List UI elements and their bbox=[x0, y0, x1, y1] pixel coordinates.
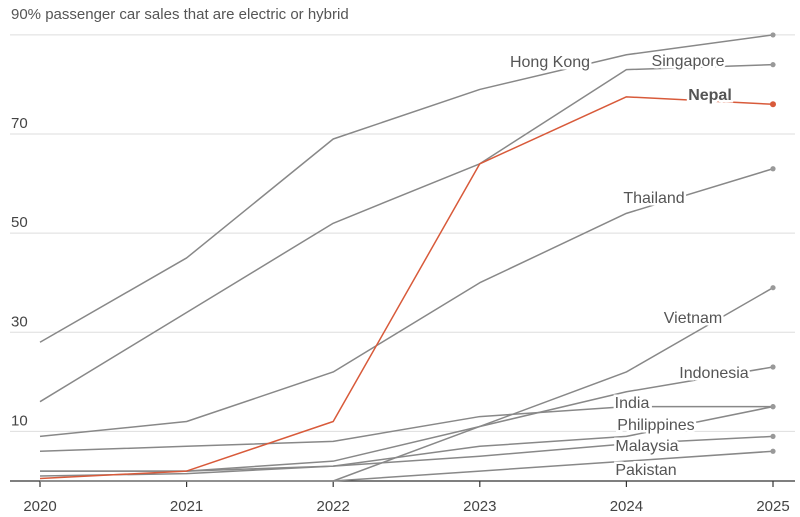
y-tick-label-30: 30 bbox=[11, 313, 28, 330]
series-line-india bbox=[39, 405, 773, 453]
series-line-singapore bbox=[39, 63, 774, 403]
end-point-malaysia bbox=[770, 433, 776, 439]
x-tick-label-2024: 2024 bbox=[610, 498, 643, 515]
y-tick-label-10: 10 bbox=[11, 412, 28, 429]
series-label-india: India bbox=[615, 395, 650, 412]
chart-title: 90% passenger car sales that are electri… bbox=[11, 6, 349, 23]
end-point-philippines bbox=[770, 404, 776, 410]
x-tick-label-2023: 2023 bbox=[463, 498, 496, 515]
series-label-indonesia: Indonesia bbox=[679, 365, 748, 382]
series-label-nepal: Nepal bbox=[688, 87, 732, 104]
x-tick-label-2020: 2020 bbox=[23, 498, 56, 515]
series-lines bbox=[39, 34, 774, 482]
series-line-philippines bbox=[39, 405, 774, 477]
gridlines bbox=[10, 34, 795, 432]
series-label-malaysia: Malaysia bbox=[615, 438, 678, 455]
end-point-hong-kong bbox=[770, 32, 776, 38]
series-line-malaysia bbox=[40, 435, 774, 472]
x-tick-label-2022: 2022 bbox=[317, 498, 350, 515]
series-labels: Hong Kong Singapore Thailand Vietnam Indones… bbox=[507, 51, 751, 482]
end-point-vietnam bbox=[770, 285, 776, 291]
series-line-hong-kong bbox=[39, 34, 774, 343]
end-point-indonesia bbox=[770, 364, 776, 370]
series-line-nepal bbox=[39, 96, 774, 480]
chart-title-text: passenger car sales that are electric or… bbox=[45, 6, 348, 23]
end-point-singapore bbox=[770, 62, 776, 68]
x-tick-label-2021: 2021 bbox=[170, 498, 203, 515]
series-label-pakistan: Pakistan bbox=[615, 462, 676, 479]
series-line-pakistan bbox=[40, 450, 774, 482]
y-tick-label-50: 50 bbox=[11, 214, 28, 231]
series-label-philippines: Philippines bbox=[617, 417, 694, 434]
end-point-nepal bbox=[770, 101, 776, 108]
x-tick-label-2025: 2025 bbox=[756, 498, 789, 515]
end-points bbox=[770, 32, 776, 454]
y-tick-label-90: 90% bbox=[11, 6, 45, 23]
series-label-singapore: Singapore bbox=[652, 53, 725, 70]
series-label-vietnam: Vietnam bbox=[664, 310, 722, 327]
series-label-thailand: Thailand bbox=[623, 190, 684, 207]
tick-labels: 10 30 50 70 90% passenger car sales that are… bbox=[11, 6, 790, 515]
series-label-hong-kong: Hong Kong bbox=[510, 54, 590, 71]
end-point-pakistan bbox=[770, 448, 776, 454]
y-tick-label-70: 70 bbox=[11, 115, 28, 132]
end-point-thailand bbox=[770, 166, 776, 172]
series-line-thailand bbox=[39, 168, 774, 438]
